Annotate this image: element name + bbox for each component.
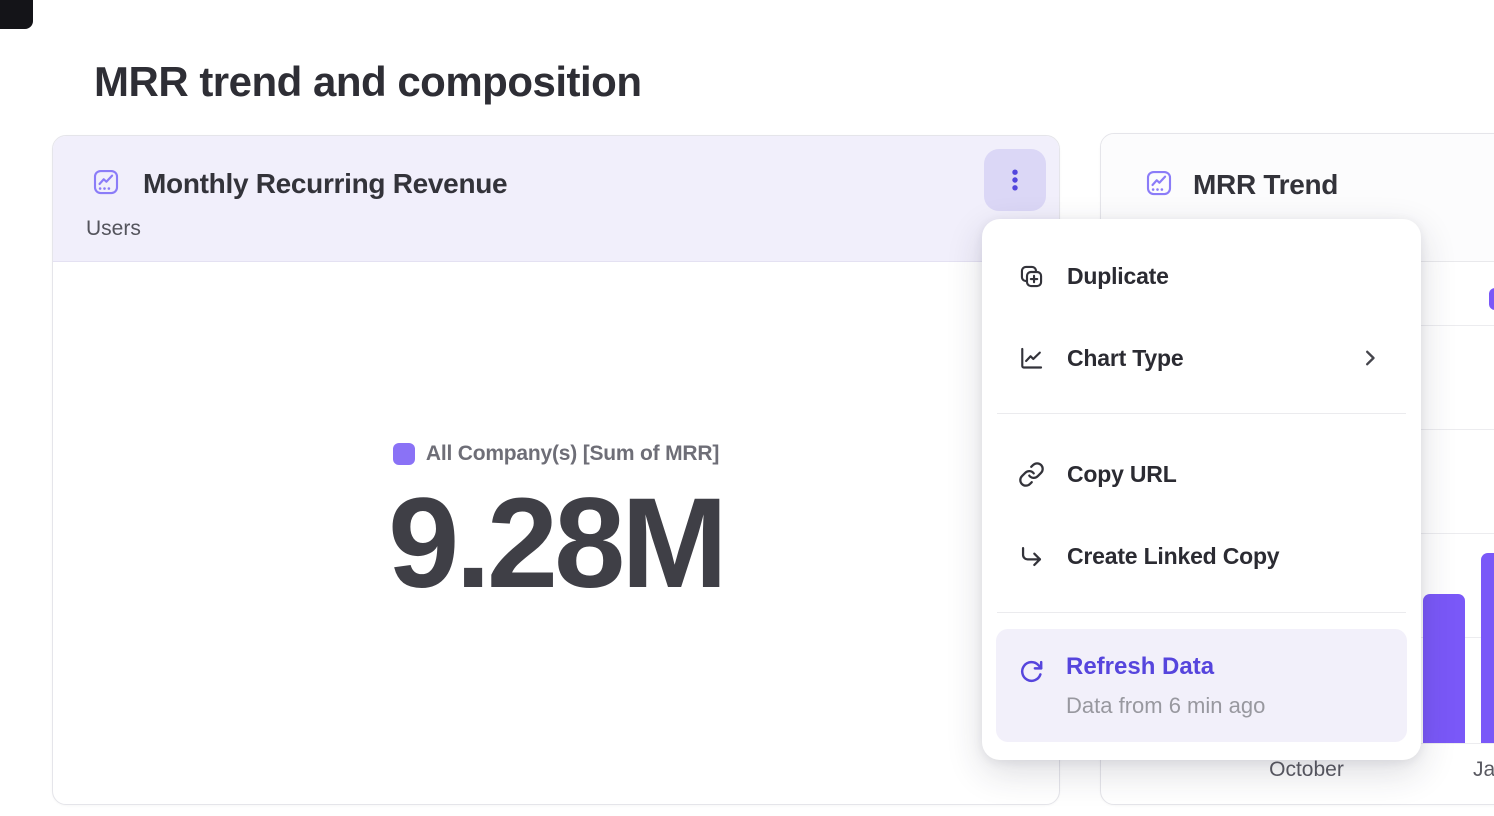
x-axis-label: October [1269,758,1344,781]
menu-divider [997,612,1406,613]
menu-item-label: Duplicate [1067,262,1169,289]
menu-item-sublabel: Data from 6 min ago [1066,693,1266,718]
link-icon [1018,461,1045,488]
menu-item-label: Chart Type [1067,344,1184,371]
menu-item-create-linked-copy[interactable]: Create Linked Copy [982,515,1421,597]
menu-item-duplicate[interactable]: Duplicate [982,235,1421,317]
corner-fragment [0,0,33,29]
mrr-number-card-header: Monthly Recurring Revenue Users [53,136,1059,262]
page-title: MRR trend and composition [94,58,642,106]
chart-bar[interactable] [1423,594,1465,743]
menu-item-copy-url[interactable]: Copy URL [982,433,1421,515]
card-context-menu: Duplicate Chart Type Copy URL [982,219,1421,760]
refresh-icon [1018,658,1045,685]
card-options-button[interactable] [984,149,1046,211]
kpi-legend: All Company(s) [Sum of MRR] [392,442,720,466]
menu-divider [997,413,1406,414]
kpi-block: All Company(s) [Sum of MRR] 9.28M [53,442,1059,608]
card-title: MRR Trend [1193,169,1339,200]
menu-item-chart-type[interactable]: Chart Type [982,317,1421,399]
menu-item-label: Copy URL [1067,460,1177,487]
kebab-icon [1002,167,1028,193]
menu-item-label: Refresh Data [1066,653,1215,680]
card-title: Monthly Recurring Revenue [143,168,508,199]
chart-widget-icon [1144,168,1174,198]
x-axis-label: Ja [1473,758,1494,781]
legend-swatch [1489,288,1494,310]
chart-type-icon [1018,345,1045,372]
corner-down-right-icon [1018,543,1045,570]
duplicate-icon [1018,263,1045,290]
legend-swatch [392,443,415,465]
chart-bar[interactable] [1481,553,1494,743]
mrr-number-card: Monthly Recurring Revenue Users All Comp… [52,135,1060,805]
legend-label: All Company(s) [Sum of MRR] [425,442,720,465]
card-subtitle: Users [86,217,141,240]
chevron-right-icon [1358,346,1382,370]
menu-item-label: Create Linked Copy [1067,542,1280,569]
menu-item-refresh-data[interactable]: Refresh Data Data from 6 min ago [996,629,1407,742]
chart-widget-icon [91,167,121,197]
kpi-value: 9.28M [388,472,728,615]
